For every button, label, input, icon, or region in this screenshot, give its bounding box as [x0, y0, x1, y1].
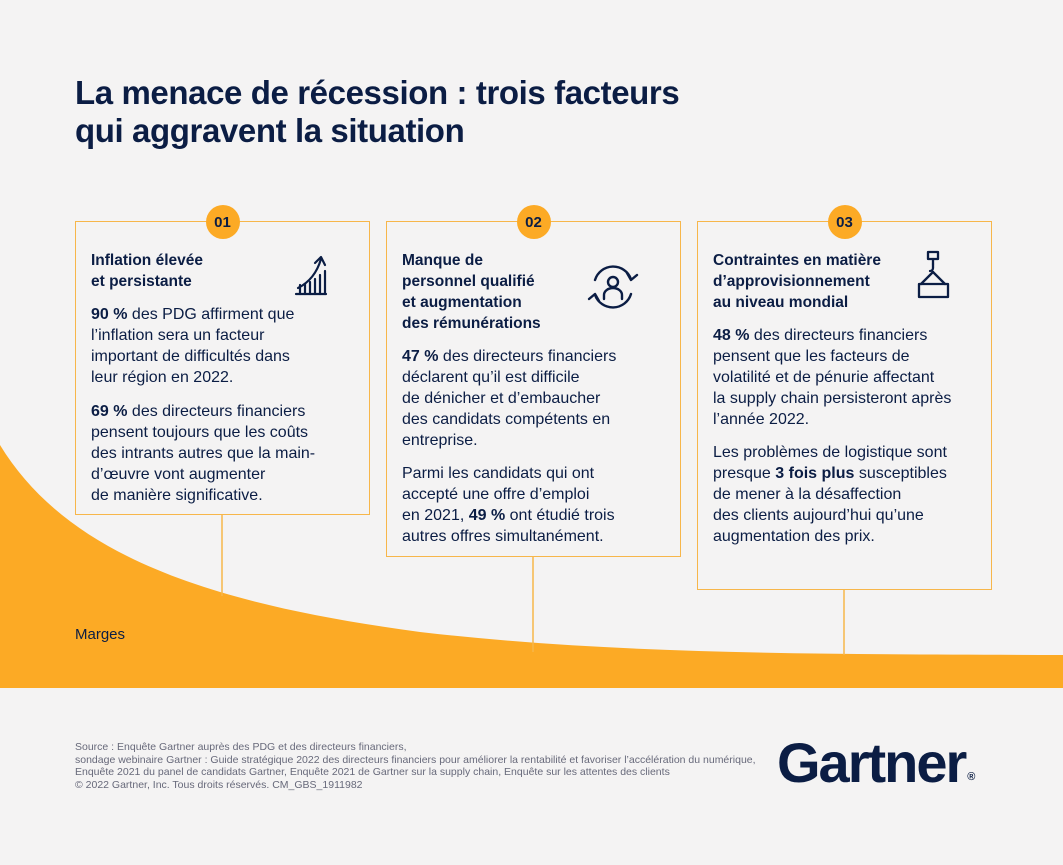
margins-label: Marges [75, 626, 126, 643]
person-cycle-icon [587, 265, 639, 309]
card-title: Contraintes en matière d’approvisionneme… [713, 252, 881, 311]
card-paragraph-1: 90 % des PDG affirment que l’inflation s… [91, 306, 295, 386]
card-title: Manque de personnel qualifié et augmenta… [402, 252, 541, 332]
card-number-badge: 01 [205, 205, 240, 239]
card-number-badge: 02 [516, 205, 551, 239]
card-paragraph-1: 47 % des directeurs financiers déclarent… [402, 348, 617, 449]
factor-card-3: 03 Contraintes en matière d’approvisionn… [697, 205, 992, 590]
card-paragraph-2: Les problèmes de logistique sont presque… [713, 444, 947, 545]
card-paragraph-1: 48 % des directeurs financiers pensent q… [713, 327, 952, 428]
factor-card-1: 01 Inflation élevée et persistante 90 % … [75, 205, 370, 515]
gartner-logo: Gartner ® [777, 731, 976, 794]
growth-chart-icon [294, 255, 328, 296]
card-title: Inflation élevée et persistante [91, 252, 203, 290]
source-notes: Source : Enquête Gartner auprès des PDG … [75, 741, 756, 791]
card-paragraph-2: Parmi les candidats qui ont accepté une … [402, 465, 615, 545]
card-number-badge: 03 [827, 205, 862, 239]
factor-card-2: 02 Manque de personnel qualifié et augme… [386, 205, 681, 557]
title-line-1: La menace de récession : trois facteurs [75, 74, 680, 111]
title-line-2: qui aggravent la situation [75, 112, 465, 149]
card-paragraph-2: 69 % des directeurs financiers pensent t… [91, 403, 316, 504]
crane-icon [917, 250, 950, 299]
page-title: La menace de récession : trois facteurs … [75, 74, 680, 150]
